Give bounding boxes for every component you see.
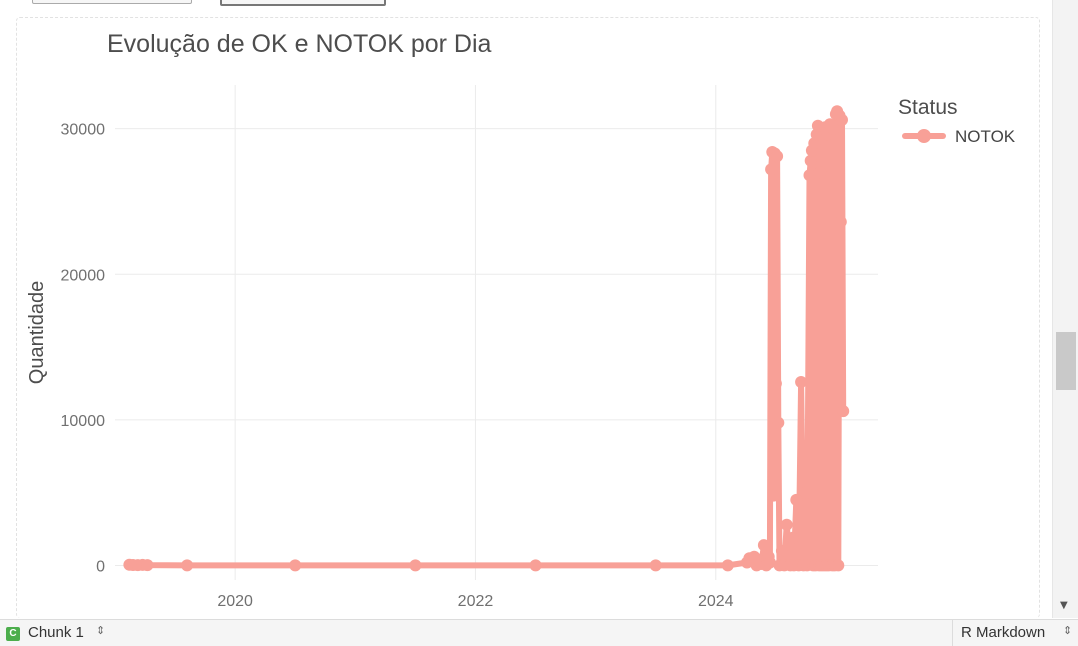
data-point xyxy=(834,215,847,228)
toolbar-button-1[interactable] xyxy=(32,0,192,4)
vertical-scrollbar[interactable]: ▼ xyxy=(1052,0,1078,618)
data-point xyxy=(790,493,803,506)
y-tick-label: 30000 xyxy=(61,122,106,139)
data-point xyxy=(141,559,154,572)
data-point xyxy=(795,376,808,388)
legend-marker xyxy=(917,129,931,143)
data-point xyxy=(289,559,302,572)
data-point xyxy=(804,154,817,167)
data-point xyxy=(767,489,780,502)
legend-entry-label: NOTOK xyxy=(955,127,1016,146)
plot-output-panel xyxy=(16,17,1040,618)
data-point xyxy=(836,113,848,126)
y-tick-label: 0 xyxy=(96,558,105,575)
data-point xyxy=(649,559,662,572)
data-point xyxy=(721,559,734,572)
data-point xyxy=(837,405,850,418)
x-tick-label: 2024 xyxy=(698,593,734,610)
data-point xyxy=(757,539,770,552)
chunk-updown-icon[interactable]: ⇕ xyxy=(96,624,106,637)
x-tick-label: 2022 xyxy=(458,593,494,610)
data-point xyxy=(780,518,793,531)
data-point xyxy=(529,559,542,572)
data-point xyxy=(827,122,840,135)
y-tick-label: 10000 xyxy=(61,413,106,430)
document-type-selector[interactable]: R Markdown ⇕ xyxy=(952,620,1072,646)
data-point xyxy=(769,377,782,390)
data-point xyxy=(771,150,784,163)
editor-statusbar: C Chunk 1 ⇕ R Markdown ⇕ xyxy=(0,619,1078,646)
data-point xyxy=(181,559,194,572)
series-line-notok xyxy=(126,108,847,569)
data-point xyxy=(803,169,816,182)
scroll-down-arrow-icon[interactable]: ▼ xyxy=(1060,600,1068,611)
toolbar-button-2[interactable] xyxy=(220,0,386,6)
doc-type-updown-icon: ⇕ xyxy=(1063,624,1073,637)
document-type-label: R Markdown xyxy=(961,624,1046,641)
data-point xyxy=(832,559,845,572)
chunk-selector[interactable]: Chunk 1 xyxy=(28,624,84,641)
scrollbar-thumb[interactable] xyxy=(1056,332,1076,390)
data-point xyxy=(772,416,785,429)
chunk-icon: C xyxy=(6,627,20,641)
data-point xyxy=(799,486,812,499)
legend-title: Status xyxy=(898,96,958,119)
data-point xyxy=(775,544,788,557)
x-tick-label: 2020 xyxy=(217,593,253,610)
data-point xyxy=(763,556,776,569)
y-tick-label: 20000 xyxy=(61,267,106,284)
data-point xyxy=(786,531,799,544)
line-chart: 2020 2022 2024 0 10000 20000 30000 Evolução de … xyxy=(26,30,1016,610)
data-point xyxy=(409,559,422,572)
data-point xyxy=(814,166,827,179)
chart-title: Evolução de OK e NOTOK por Dia xyxy=(107,30,492,58)
data-point xyxy=(765,163,778,176)
y-axis-label: Quantidade xyxy=(26,281,48,384)
